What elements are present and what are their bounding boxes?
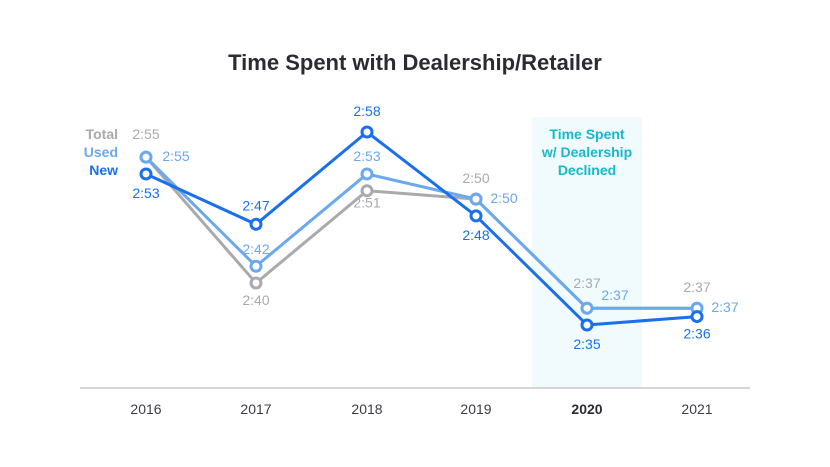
annotation-text: w/ Dealership: [541, 144, 632, 160]
data-point-new: [139, 167, 153, 181]
x-tick-label: 2019: [460, 401, 491, 417]
data-label-new: 2:48: [462, 227, 489, 243]
legend-entry-total: Total: [86, 126, 118, 142]
data-point-used: [360, 167, 374, 181]
data-point-new: [580, 318, 594, 332]
data-label-total: 2:50: [462, 170, 489, 186]
data-label-new: 2:47: [242, 197, 269, 213]
data-label-new: 2:36: [683, 326, 710, 342]
data-point-total: [249, 276, 263, 290]
data-label-used: 2:53: [353, 148, 380, 164]
data-label-total: 2:40: [242, 292, 269, 308]
data-point-used: [580, 301, 594, 315]
data-label-total: 2:55: [132, 126, 159, 142]
data-point-used: [469, 192, 483, 206]
annotation-text: Time Spent: [549, 126, 625, 142]
chart-title: Time Spent with Dealership/Retailer: [228, 50, 602, 75]
data-point-new: [469, 209, 483, 223]
data-label-total: 2:37: [573, 275, 600, 291]
data-label-total: 2:51: [353, 195, 380, 211]
data-point-new: [249, 217, 263, 231]
data-label-total: 2:37: [683, 279, 710, 295]
annotation-text: Declined: [558, 162, 616, 178]
data-point-used: [139, 150, 153, 164]
data-label-new: 2:58: [353, 103, 380, 119]
x-tick-label: 2017: [240, 401, 271, 417]
data-point-new: [690, 310, 704, 324]
data-point-new: [360, 125, 374, 139]
series-line-used: [144, 156, 697, 310]
series-line-new: [145, 130, 698, 327]
data-label-used: 2:37: [601, 287, 628, 303]
data-point-used: [249, 259, 263, 273]
data-label-new: 2:53: [132, 185, 159, 201]
data-label-used: 2:37: [711, 299, 738, 315]
legend-entry-used: Used: [84, 144, 118, 160]
x-tick-label: 2016: [130, 401, 161, 417]
data-label-new: 2:35: [573, 336, 600, 352]
data-label-used: 2:55: [162, 148, 189, 164]
x-tick-label: 2018: [351, 401, 382, 417]
highlight-band: [532, 117, 642, 388]
data-label-used: 2:42: [242, 241, 269, 257]
data-point-total: [360, 184, 374, 198]
data-label-used: 2:50: [490, 190, 517, 206]
x-tick-label: 2021: [681, 401, 712, 417]
legend-entry-new: New: [89, 162, 118, 178]
x-tick-label: 2020: [571, 401, 602, 417]
